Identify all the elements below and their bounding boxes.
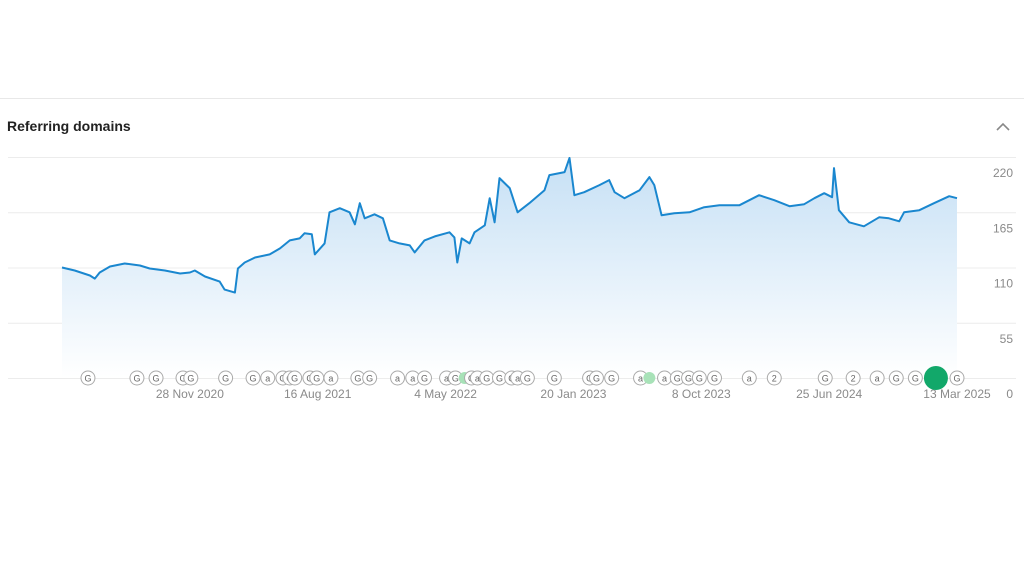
event-marker[interactable] <box>588 370 604 386</box>
event-marker[interactable] <box>218 370 234 386</box>
event-marker[interactable] <box>817 370 833 386</box>
event-marker-label: G <box>421 374 428 384</box>
event-marker-label: G <box>953 374 960 384</box>
event-marker-label: G <box>187 374 194 384</box>
event-marker-label: G <box>822 374 829 384</box>
y-tick-label: 0 <box>1006 387 1013 401</box>
event-marker[interactable] <box>766 370 782 386</box>
event-marker[interactable] <box>643 372 656 384</box>
event-marker-label: G <box>291 374 298 384</box>
event-marker[interactable] <box>923 366 948 390</box>
event-marker-label: G <box>912 374 919 384</box>
event-marker[interactable] <box>888 370 904 386</box>
event-marker[interactable] <box>949 370 965 386</box>
event-marker-label: a <box>444 374 449 384</box>
event-marker-label: G <box>685 374 692 384</box>
event-marker-label: G <box>313 374 320 384</box>
event-marker-label: 2 <box>851 374 856 384</box>
event-marker-label: G <box>524 374 531 384</box>
x-tick-label: 13 Mar 2025 <box>923 387 991 401</box>
event-marker[interactable] <box>845 370 861 386</box>
event-marker[interactable] <box>260 370 276 386</box>
x-tick-label: 20 Jan 2023 <box>540 387 606 401</box>
event-marker-label: a <box>747 374 752 384</box>
x-tick-label: 8 Oct 2023 <box>672 387 731 401</box>
event-marker-label: G <box>452 374 459 384</box>
event-marker[interactable] <box>869 370 885 386</box>
event-marker-label: G <box>608 374 615 384</box>
panel-title: Referring domains <box>7 118 131 134</box>
event-marker-label: G <box>179 374 186 384</box>
event-marker-label: G <box>250 374 257 384</box>
event-marker[interactable] <box>183 370 199 386</box>
event-marker-label: a <box>395 374 400 384</box>
event-marker[interactable] <box>287 370 303 386</box>
event-marker-label: a <box>328 374 333 384</box>
event-marker-label: G <box>893 374 900 384</box>
x-tick-label: 4 May 2022 <box>414 387 477 401</box>
event-marker-label: a <box>475 374 480 384</box>
event-marker[interactable] <box>362 370 378 386</box>
event-marker[interactable] <box>604 370 620 386</box>
collapse-toggle[interactable] <box>996 122 1010 131</box>
event-marker-label: G <box>84 374 91 384</box>
y-tick-label: 220 <box>993 166 1013 180</box>
x-tick-label: 28 Nov 2020 <box>156 387 224 401</box>
event-marker-label: a <box>662 374 667 384</box>
event-marker[interactable] <box>907 370 923 386</box>
event-marker-label: a <box>265 374 270 384</box>
event-marker-label: G <box>674 374 681 384</box>
event-marker-label: G <box>551 374 558 384</box>
event-marker-label: a <box>875 374 880 384</box>
event-marker[interactable] <box>417 370 433 386</box>
event-marker-label: G <box>711 374 718 384</box>
event-marker-label: G <box>593 374 600 384</box>
event-marker[interactable] <box>546 370 562 386</box>
event-marker[interactable] <box>245 370 261 386</box>
event-marker-label: G <box>366 374 373 384</box>
event-marker-label: 2 <box>772 374 777 384</box>
event-marker[interactable] <box>691 370 707 386</box>
event-marker-label: a <box>638 374 643 384</box>
event-marker[interactable] <box>80 370 96 386</box>
series-line <box>61 157 958 294</box>
event-marker-label: G <box>496 374 503 384</box>
area-fill <box>62 158 957 378</box>
event-marker-label: a <box>410 374 415 384</box>
event-marker-label: G <box>133 374 140 384</box>
event-marker-label: G <box>354 374 361 384</box>
y-tick-label: 110 <box>994 277 1013 291</box>
y-tick-label: 55 <box>1000 332 1014 346</box>
event-marker-label: G <box>483 374 490 384</box>
event-marker-label: G <box>153 374 160 384</box>
event-marker-label: G <box>222 374 229 384</box>
x-tick-label: 16 Aug 2021 <box>284 387 352 401</box>
y-tick-label: 165 <box>993 221 1013 235</box>
event-marker[interactable] <box>148 370 164 386</box>
event-marker[interactable] <box>323 370 339 386</box>
event-marker[interactable] <box>519 370 535 386</box>
event-marker[interactable] <box>390 370 406 386</box>
event-marker-label: G <box>696 374 703 384</box>
event-marker[interactable] <box>129 370 145 386</box>
event-marker[interactable] <box>707 370 723 386</box>
event-marker-label: a <box>515 374 520 384</box>
event-marker[interactable] <box>741 370 757 386</box>
x-tick-label: 25 Jun 2024 <box>796 387 862 401</box>
